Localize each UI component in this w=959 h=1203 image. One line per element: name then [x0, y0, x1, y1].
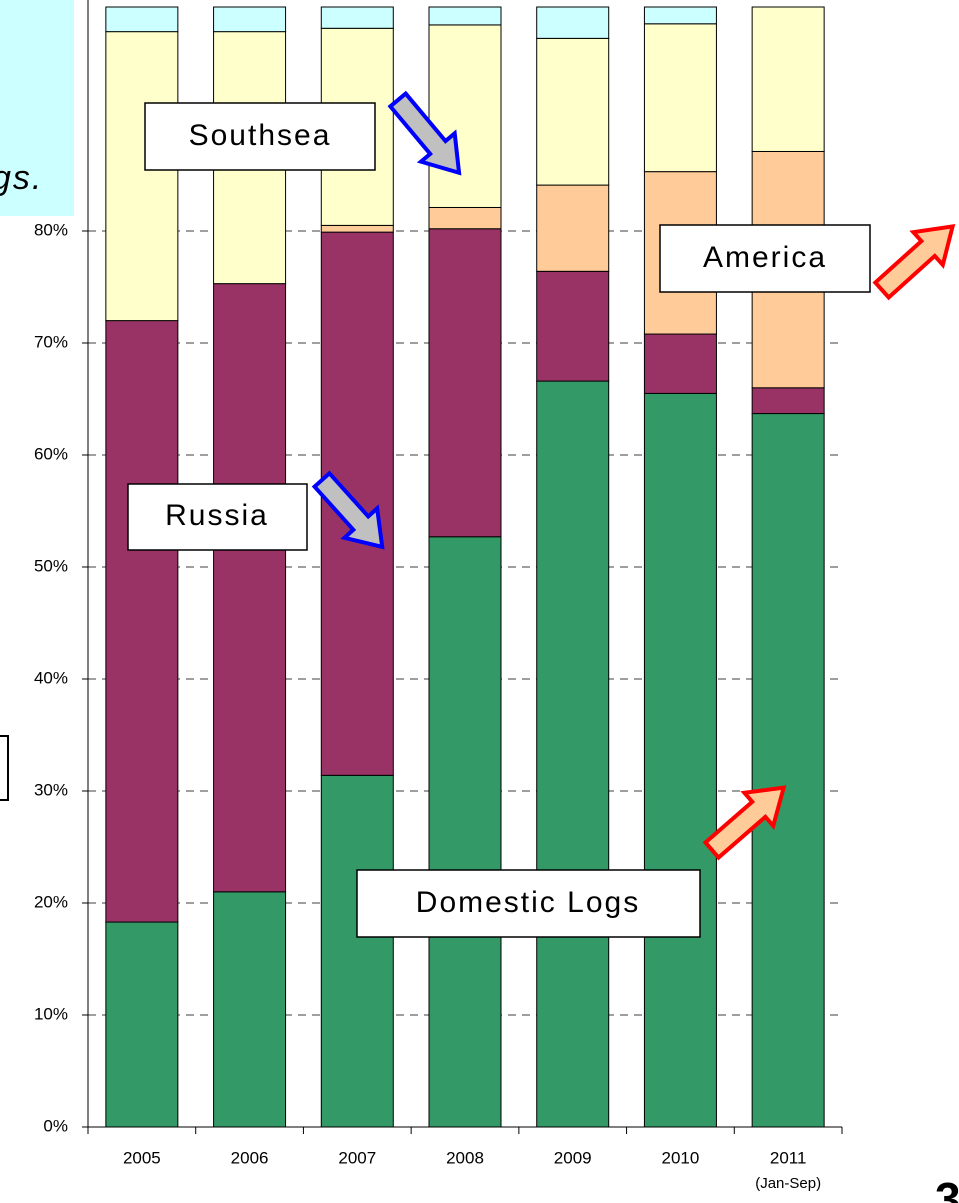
arrow: [311, 470, 385, 550]
bar-segment: [213, 283, 287, 893]
y-tick-label: 10%: [34, 1004, 68, 1023]
bar-segment: [213, 6, 287, 33]
bar-segment: [105, 6, 179, 33]
x-tick-label: 2007: [338, 1148, 376, 1167]
callout-label: Russia: [165, 499, 269, 532]
bar-segment: [536, 6, 610, 39]
bar-segment: [428, 228, 502, 538]
y-tick-label: 80%: [34, 220, 68, 239]
bar-segment: [643, 392, 717, 1128]
x-tick-label: 2008: [446, 1148, 484, 1167]
callouts: Southsea Russia America Domestic Logs: [127, 90, 956, 938]
x-tick-label: 2005: [123, 1148, 161, 1167]
callout-box: [127, 483, 308, 551]
callout-box: [659, 224, 871, 293]
page-number: 3: [935, 1173, 959, 1203]
bar-segment: [213, 891, 287, 1128]
callout-box: [356, 869, 701, 938]
x-tick-label: 2009: [554, 1148, 592, 1167]
bar-segment: [320, 6, 394, 29]
bar-segment: [320, 774, 394, 1128]
callout-box: [144, 102, 376, 171]
bar-segment: [320, 224, 394, 233]
y-tick-label: 30%: [34, 780, 68, 799]
arrow: [872, 224, 956, 301]
x-tick-label: 2010: [662, 1148, 700, 1167]
y-tick-label: 0%: [43, 1116, 68, 1135]
y-tick-label: 50%: [34, 556, 68, 575]
y-tick-label: 20%: [34, 892, 68, 911]
note-box: [0, 0, 74, 216]
y-tick-label: 70%: [34, 332, 68, 351]
bar-segment: [536, 270, 610, 382]
bar-segment: [751, 413, 825, 1128]
cropped-box: [0, 735, 9, 801]
bar-segment: [751, 387, 825, 415]
bar-segment: [428, 536, 502, 1128]
side-note: gs.: [0, 159, 43, 197]
x-tick-note: (Jan-Sep): [755, 1175, 821, 1192]
x-tick-label: 2006: [231, 1148, 269, 1167]
bar-segment: [428, 24, 502, 208]
bar-segment: [536, 37, 610, 186]
bar-segment: [105, 31, 179, 322]
y-tick-label: 40%: [34, 668, 68, 687]
bar-segment: [536, 184, 610, 272]
bar-segment: [105, 320, 179, 923]
y-tick-label: 60%: [34, 444, 68, 463]
bar-segment: [536, 380, 610, 1128]
x-tick-label: 2011: [770, 1148, 807, 1167]
plot: 0% 10% 20% 30% 40% 50% 60% 70% 80% 2005 2006 2007 20…: [34, 0, 843, 1192]
bar-segment: [428, 206, 502, 230]
arrow: [387, 90, 462, 176]
bar-segment: [428, 6, 502, 26]
bar-segment: [643, 333, 717, 394]
callout-label: Southsea: [189, 119, 332, 152]
bar-segment: [751, 6, 825, 152]
callout-label: Domestic Logs: [416, 886, 640, 919]
arrow: [702, 785, 787, 861]
callout-label: America: [703, 241, 827, 274]
bar-segment: [643, 6, 717, 25]
bar-segment: [105, 921, 179, 1128]
bar-segment: [643, 23, 717, 173]
